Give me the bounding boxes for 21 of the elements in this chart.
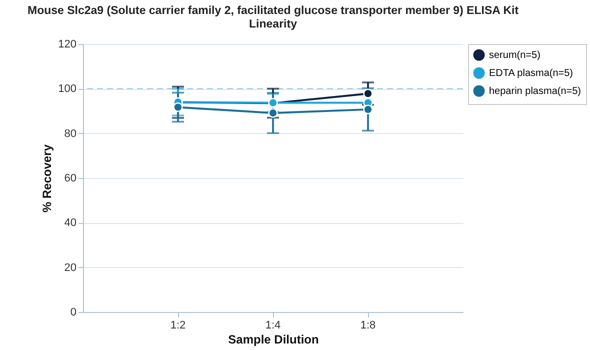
- y-tick-label: 20: [64, 262, 76, 274]
- x-axis-title: Sample Dilution: [228, 332, 319, 346]
- point: [363, 88, 373, 98]
- x-tick-label: 1:4: [265, 320, 281, 332]
- y-tick-label: 120: [58, 38, 76, 50]
- y-tick-label: 80: [64, 128, 76, 140]
- y-tick-label: 100: [58, 83, 76, 96]
- x-tick-label: 1:2: [170, 320, 186, 332]
- y-tick-label: 60: [64, 172, 76, 184]
- legend-label: EDTA plasma(n=5): [489, 68, 574, 79]
- y-axis-title: % Recovery: [40, 144, 54, 213]
- legend-label: serum(n=5): [489, 50, 540, 61]
- text: Mouse Slc2a9 (Solute carrier family 2, facilitated glucose transporter member 9) ELISA Kit: [27, 5, 519, 17]
- point: [363, 104, 373, 114]
- point: [268, 108, 278, 118]
- legend-label: heparin plasma(n=5): [489, 86, 581, 97]
- y-tick-label: 40: [64, 217, 76, 230]
- y-tick-label: 0: [70, 306, 76, 318]
- text: Linearity: [249, 18, 297, 30]
- x-tick-label: 1:8: [360, 320, 376, 332]
- point: [173, 102, 183, 112]
